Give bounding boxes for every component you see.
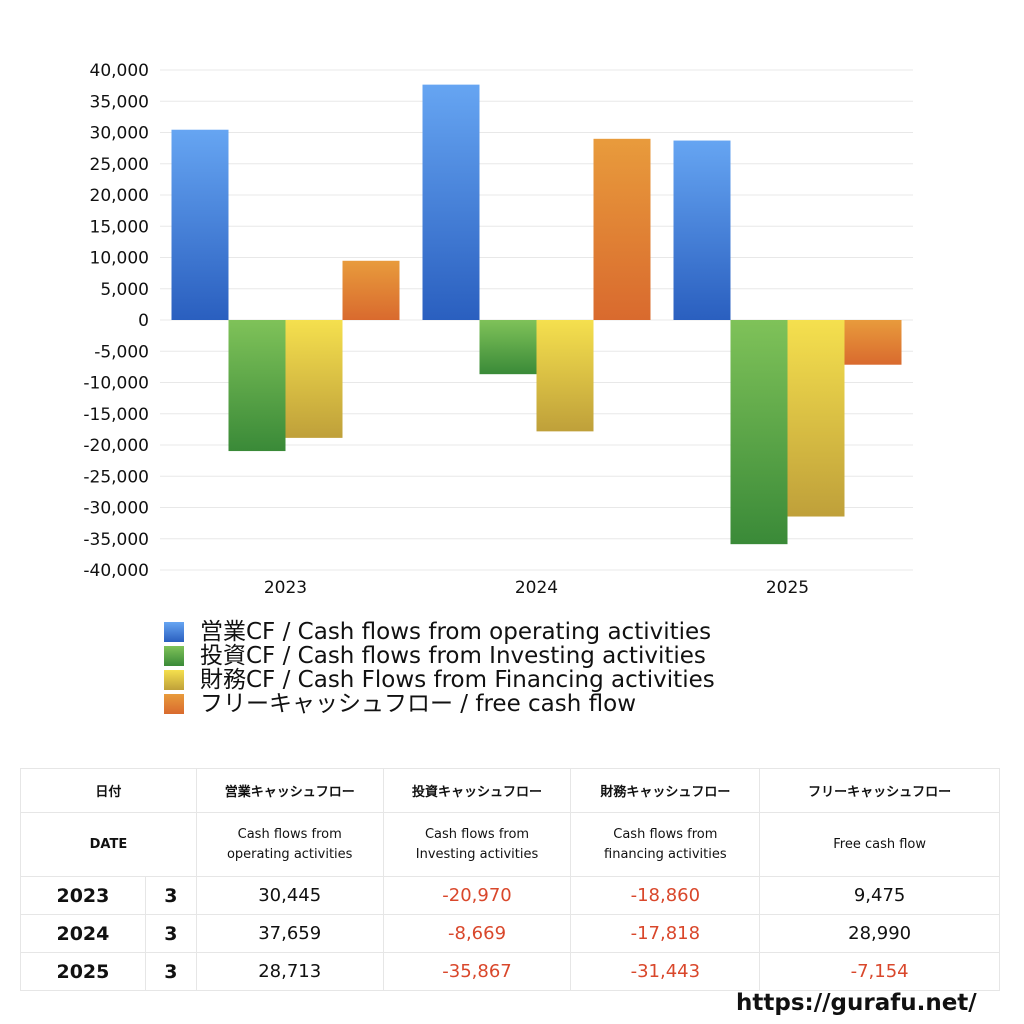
cell-investing: -35,867 xyxy=(382,952,572,991)
header-financing-en-line1: Cash flows from xyxy=(613,826,718,842)
cell-financing: -31,443 xyxy=(570,952,761,991)
y-tick-label: -25,000 xyxy=(83,467,149,487)
bar-free-2024 xyxy=(593,138,651,320)
header-operating-jp: 営業キャッシュフロー xyxy=(195,768,384,813)
cell-free: -7,154 xyxy=(759,952,1000,991)
y-tick-label: -30,000 xyxy=(83,499,149,519)
cell-operating: 28,713 xyxy=(195,952,384,991)
header-free-jp: フリーキャッシュフロー xyxy=(759,768,1000,813)
y-tick-label: 5,000 xyxy=(100,280,149,300)
bar-free-2023 xyxy=(342,260,400,320)
y-tick-label: 15,000 xyxy=(90,217,149,237)
y-tick-label: -15,000 xyxy=(83,405,149,425)
row-year: 2024 xyxy=(20,914,146,953)
x-category-label: 2023 xyxy=(264,578,307,598)
header-operating-en-line1: Cash flows from xyxy=(237,826,342,842)
table-row: 2023 3 30,445 -20,970 -18,860 9,475 xyxy=(20,876,1000,915)
cell-financing: -17,818 xyxy=(570,914,761,953)
cell-free: 28,990 xyxy=(759,914,1000,953)
row-month: 3 xyxy=(144,952,197,991)
legend-label-financing: 財務CF / Cash Flows from Financing activit… xyxy=(200,667,715,693)
legend: 営業CF / Cash flows from operating activit… xyxy=(164,620,715,716)
y-tick-label: 20,000 xyxy=(90,186,149,206)
y-tick-label: 0 xyxy=(138,311,149,331)
table-row: 2025 3 28,713 -35,867 -31,443 -7,154 xyxy=(20,952,1000,991)
cell-investing: -8,669 xyxy=(382,914,572,953)
legend-swatch-investing xyxy=(164,646,184,666)
x-axis-categories: 2023 2024 2025 xyxy=(264,578,809,598)
cell-free: 9,475 xyxy=(759,876,1000,915)
bar-investing-2023 xyxy=(228,320,286,452)
bar-investing-2025 xyxy=(730,320,788,545)
row-month: 3 xyxy=(144,914,197,953)
legend-item-free: フリーキャッシュフロー / free cash flow xyxy=(164,692,715,716)
bar-operating-2024 xyxy=(422,84,480,320)
y-tick-label: -35,000 xyxy=(83,530,149,550)
header-investing-en: Cash flows from Investing activities xyxy=(382,812,572,877)
header-financing-en-line2: financing activities xyxy=(604,846,727,862)
bars xyxy=(171,84,902,545)
legend-item-operating: 営業CF / Cash flows from operating activit… xyxy=(164,620,715,644)
header-date-en: DATE xyxy=(20,812,197,877)
bar-financing-2023 xyxy=(285,320,343,438)
header-operating-en: Cash flows from operating activities xyxy=(195,812,384,877)
legend-label-investing: 投資CF / Cash flows from Investing activit… xyxy=(200,643,706,669)
header-date-jp: 日付 xyxy=(20,768,197,813)
y-tick-label: 35,000 xyxy=(90,92,149,112)
y-tick-label: 10,000 xyxy=(90,249,149,269)
cash-flow-table: 日付 営業キャッシュフロー 投資キャッシュフロー 財務キャッシュフロー フリーキ… xyxy=(20,768,1000,991)
y-tick-label: -40,000 xyxy=(83,561,149,581)
header-investing-en-line2: Investing activities xyxy=(415,846,539,862)
table-row: 2024 3 37,659 -8,669 -17,818 28,990 xyxy=(20,914,1000,953)
bar-operating-2023 xyxy=(171,129,229,320)
cell-investing: -20,970 xyxy=(382,876,572,915)
x-category-label: 2024 xyxy=(515,578,558,598)
legend-item-investing: 投資CF / Cash flows from Investing activit… xyxy=(164,644,715,668)
legend-swatch-free xyxy=(164,694,184,714)
legend-swatch-financing xyxy=(164,670,184,690)
y-tick-label: 30,000 xyxy=(90,124,149,144)
header-free-en-line1: Free cash flow xyxy=(833,836,926,852)
bar-investing-2024 xyxy=(479,320,537,375)
table-header-jp: 日付 営業キャッシュフロー 投資キャッシュフロー 財務キャッシュフロー フリーキ… xyxy=(20,768,1000,813)
bar-operating-2025 xyxy=(673,140,731,320)
y-tick-label: -10,000 xyxy=(83,374,149,394)
y-axis-ticks: 40,000 35,000 30,000 25,000 20,000 15,000 10,0… xyxy=(83,61,149,581)
site-url[interactable]: https://gurafu.net/ xyxy=(736,990,977,1016)
y-tick-label: -20,000 xyxy=(83,436,149,456)
y-tick-label: 25,000 xyxy=(90,155,149,175)
x-category-label: 2025 xyxy=(766,578,809,598)
header-operating-en-line2: operating activities xyxy=(226,846,353,862)
legend-swatch-operating xyxy=(164,622,184,642)
y-tick-label: 40,000 xyxy=(90,61,149,81)
header-financing-jp: 財務キャッシュフロー xyxy=(570,768,761,813)
row-year: 2025 xyxy=(20,952,146,991)
bar-free-2025 xyxy=(844,320,902,365)
legend-label-free: フリーキャッシュフロー / free cash flow xyxy=(200,691,637,717)
cell-financing: -18,860 xyxy=(570,876,761,915)
legend-item-financing: 財務CF / Cash Flows from Financing activit… xyxy=(164,668,715,692)
header-financing-en: Cash flows from financing activities xyxy=(570,812,761,877)
cell-operating: 30,445 xyxy=(195,876,384,915)
legend-label-operating: 営業CF / Cash flows from operating activit… xyxy=(200,619,712,645)
row-year: 2023 xyxy=(20,876,146,915)
cash-flow-chart: 40,000 35,000 30,000 25,000 20,000 15,000 10,0… xyxy=(83,61,913,598)
row-month: 3 xyxy=(144,876,197,915)
header-investing-jp: 投資キャッシュフロー xyxy=(382,768,572,813)
table-header-en: DATE Cash flows from operating activities… xyxy=(20,812,1000,877)
bar-financing-2024 xyxy=(536,320,594,432)
header-investing-en-line1: Cash flows from xyxy=(424,826,530,842)
cell-operating: 37,659 xyxy=(195,914,384,953)
header-free-en: Free cash flow xyxy=(759,812,1000,877)
y-tick-label: -5,000 xyxy=(94,342,149,362)
bar-financing-2025 xyxy=(787,320,845,517)
